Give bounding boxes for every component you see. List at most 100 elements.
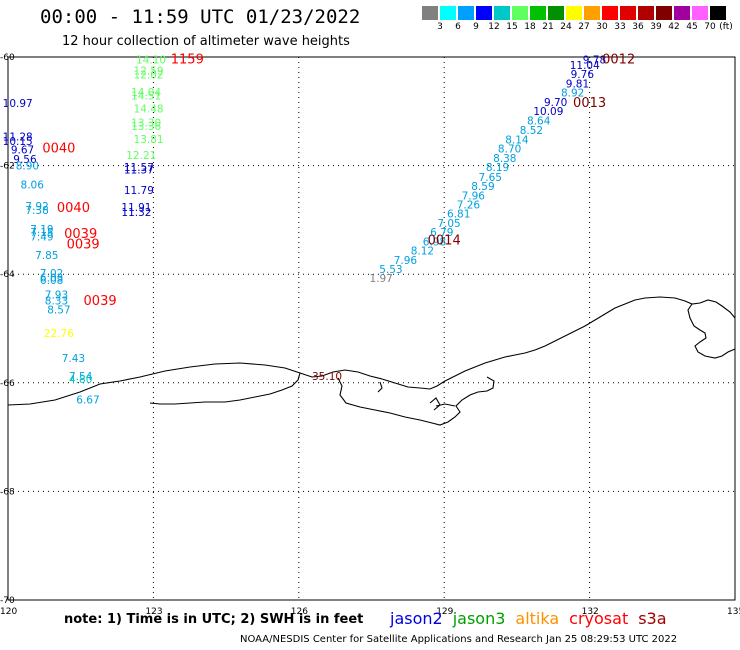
- wave-height-value: 8.92: [561, 88, 584, 100]
- lon-tick-label: 132: [582, 607, 599, 617]
- axis-labels: 120 123 126 129 132 135 -60 -62 -64 -66 -68 -70: [0, 53, 740, 617]
- wave-height-value: 6.67: [76, 394, 99, 406]
- legend-label: 12: [488, 22, 500, 32]
- wave-height-value: 13.81: [134, 134, 164, 146]
- wave-height-value: 14.51: [131, 90, 161, 102]
- wave-height-value: 14.10: [136, 55, 166, 67]
- lat-tick-label: -70: [0, 596, 15, 606]
- footer-note: note: 1) Time is in UTC; 2) SWH is in fe…: [64, 612, 364, 627]
- wave-height-value: 11.04: [570, 60, 600, 72]
- wave-height-value: 7.96: [462, 190, 486, 202]
- legend-swatch: [548, 6, 564, 20]
- pass-time-label: 0014: [428, 233, 461, 248]
- legend-label: 15: [506, 22, 518, 32]
- wave-height-value: 7.96: [394, 255, 418, 267]
- legend-label: 39: [650, 22, 662, 32]
- wave-height-value: 9.81: [566, 78, 589, 90]
- wave-height-value: 13.36: [131, 121, 161, 133]
- wave-height-value: 6.79: [430, 227, 453, 239]
- wave-height-value: 8.52: [520, 125, 543, 137]
- legend-swatch: [692, 6, 708, 20]
- legend-swatch: [710, 6, 726, 20]
- pass-time-label: 0013: [573, 96, 606, 111]
- wave-height-value: 12.21: [126, 150, 156, 162]
- wave-height-value: 13.30: [131, 118, 161, 130]
- wave-height-value: 8.90: [16, 160, 39, 172]
- lat-tick-label: -62: [0, 162, 15, 172]
- legend-swatch: [440, 6, 456, 20]
- wave-height-value: 7.85: [35, 250, 58, 262]
- legend-swatch: [566, 6, 582, 20]
- lat-tick-label: -64: [0, 270, 15, 280]
- wave-height-value: 8.19: [486, 162, 509, 174]
- map-title: 00:00 - 11:59 UTC 01/23/2022: [40, 6, 361, 28]
- legend-label: 45: [686, 22, 698, 32]
- lon-tick-label: 126: [291, 607, 308, 617]
- wave-height-value: 8.59: [471, 181, 494, 193]
- wave-height-value: 7.92: [25, 201, 48, 213]
- wave-height-value: 9.78: [583, 55, 606, 67]
- legend-label: 3: [437, 22, 443, 32]
- satellite-name: altika: [515, 609, 560, 628]
- wave-height-value: 7.43: [62, 353, 85, 365]
- wave-height-value: 7.65: [479, 172, 502, 184]
- lon-tick-label: 135: [727, 607, 740, 617]
- wave-height-value: 11.91: [121, 202, 151, 214]
- legend-swatch: [620, 6, 636, 20]
- wave-height-value: 8.33: [45, 296, 68, 308]
- map-frame: [7, 56, 736, 601]
- wave-height-value: 11.32: [121, 207, 151, 219]
- legend-swatch: [674, 6, 690, 20]
- lon-tick-label: 120: [0, 607, 17, 617]
- map-subtitle: 12 hour collection of altimeter wave hei…: [62, 34, 350, 49]
- legend-label: 24: [560, 22, 572, 32]
- wave-height-value: 11.28: [3, 132, 33, 144]
- graticule: [8, 57, 735, 600]
- wave-height-value: 22.76: [44, 328, 74, 340]
- footer-credit: NOAA/NESDIS Center for Satellite Applica…: [240, 634, 678, 645]
- wave-height-value: 7.19: [30, 224, 53, 236]
- pass-time-label: 0039: [64, 227, 97, 242]
- antarctic-coastline: [7, 296, 736, 426]
- legend-swatch: [584, 6, 600, 20]
- pass-time-label: 0040: [42, 142, 75, 157]
- wave-height-value: 6.03: [40, 272, 63, 284]
- pass-time-label: 0039: [67, 238, 100, 253]
- pass-time-label: 1159: [171, 53, 204, 68]
- wave-height-value: 7.38: [25, 205, 48, 217]
- lon-tick-label: 123: [145, 607, 162, 617]
- coastline: [7, 296, 736, 426]
- wave-height-value: 10.15: [3, 136, 33, 148]
- legend-swatch: [512, 6, 528, 20]
- wave-height-value: 14.04: [131, 87, 161, 99]
- wave-height-value: 6.08: [40, 275, 63, 287]
- legend-label: 36: [632, 22, 644, 32]
- wave-height-value: 14.48: [134, 103, 164, 115]
- legend-swatch: [602, 6, 618, 20]
- wave-height-value: 8.38: [493, 153, 516, 165]
- wave-height-value: 11.57: [124, 162, 154, 174]
- wave-height-value: 6.81: [447, 209, 470, 221]
- wave-height-value: 9.70: [544, 97, 567, 109]
- wave-height-value: 7.26: [457, 199, 481, 211]
- wave-height-value: 8.70: [498, 144, 521, 156]
- map-border: [7, 56, 736, 601]
- legend-swatch: [638, 6, 654, 20]
- legend-swatch: [458, 6, 474, 20]
- legend-swatch: [530, 6, 546, 20]
- lat-tick-label: -60: [0, 53, 15, 63]
- legend-label: 9: [473, 22, 479, 32]
- wave-height-value: 8.06: [21, 179, 45, 191]
- legend-label: 6: [455, 22, 461, 32]
- lon-tick-label: 129: [436, 607, 453, 617]
- wave-height-value: 7.02: [40, 268, 63, 280]
- wave-height-value: 7.15: [30, 227, 53, 239]
- pass-time-label: 0040: [57, 201, 90, 216]
- wave-height-value: 4.80: [69, 374, 92, 386]
- wave-height-value: 8.12: [411, 246, 434, 258]
- wave-height-value: 7.93: [45, 290, 68, 302]
- wave-height-value: 8.14: [505, 134, 529, 146]
- satellite-name: jason3: [452, 609, 506, 628]
